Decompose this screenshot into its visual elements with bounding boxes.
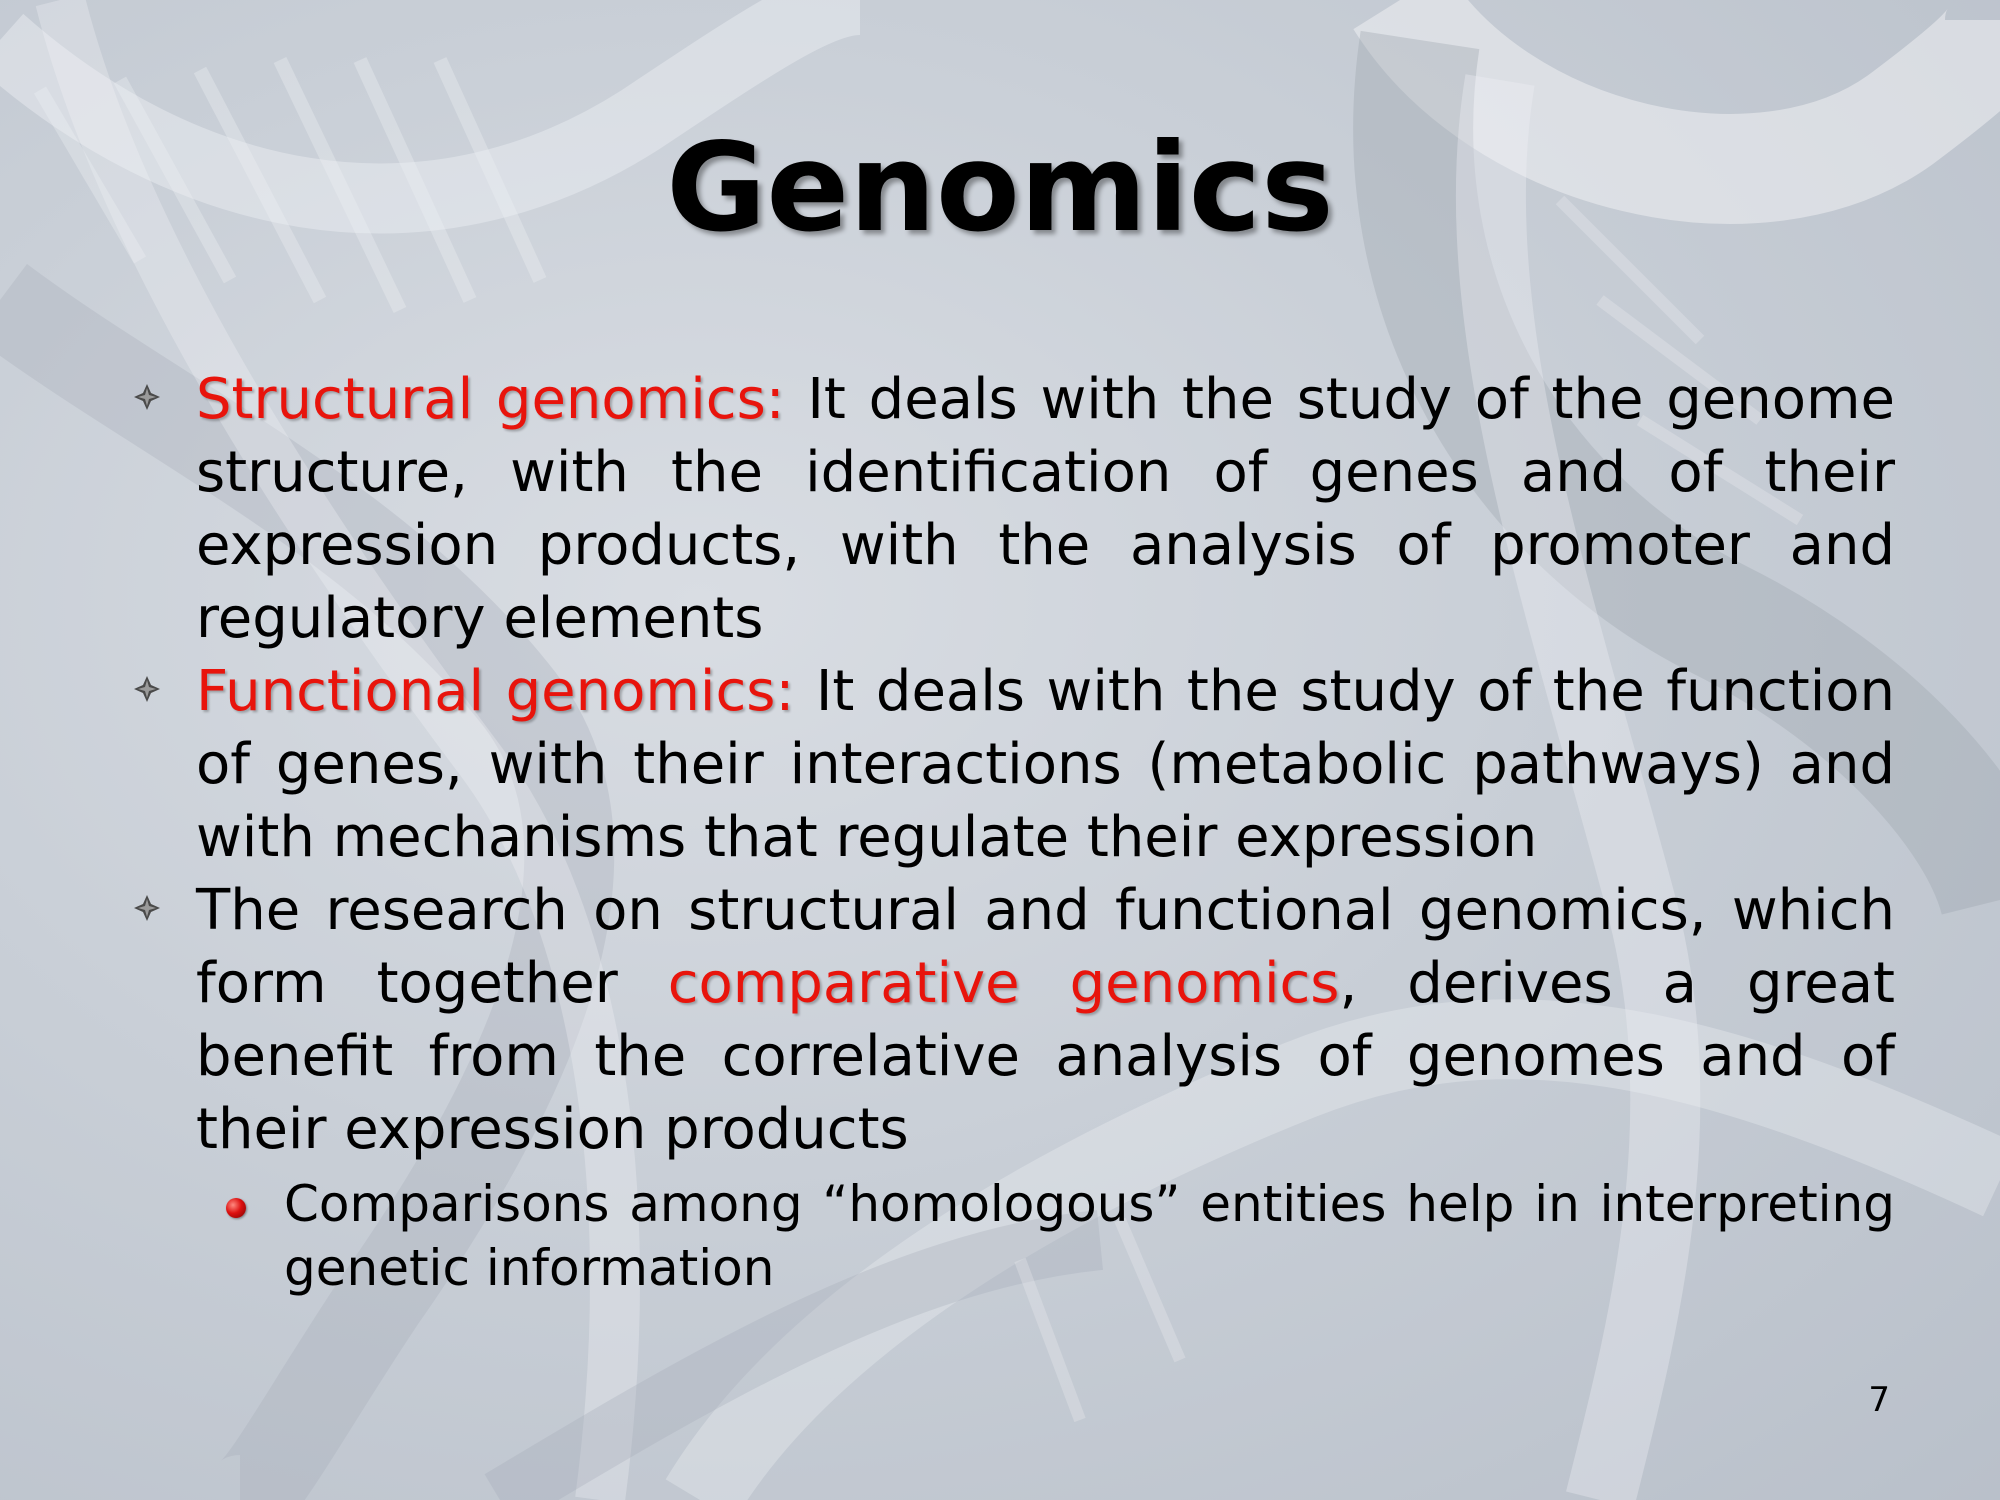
diamond-star-icon xyxy=(134,895,160,921)
bullet-item-structural: Structural genomics: It deals with the s… xyxy=(130,363,1895,655)
sub-bullet-item: Comparisons among “homologous” entities … xyxy=(196,1172,1895,1300)
page-number: 7 xyxy=(1868,1380,1890,1420)
bullet-text: It deals with the study of the genome st… xyxy=(196,367,1895,651)
term-comparative-genomics: comparative genomics xyxy=(667,951,1340,1016)
term-functional-genomics: Functional genomics: xyxy=(196,659,795,724)
bullet-text: It deals with the study of the function … xyxy=(196,659,1896,870)
bullet-item-comparative: The research on structural and functiona… xyxy=(130,874,1895,1166)
bullet-text: The research on structural and functiona… xyxy=(196,878,1895,1016)
bullet-list: Structural genomics: It deals with the s… xyxy=(130,363,1895,1350)
diamond-star-icon xyxy=(134,676,160,702)
term-structural-genomics: Structural genomics: xyxy=(196,367,785,432)
bullet-item-functional: Functional genomics: It deals with the s… xyxy=(130,655,1895,874)
red-ball-icon xyxy=(226,1198,246,1218)
sub-bullet-text: Comparisons among “homologous” entities … xyxy=(284,1175,1895,1297)
bullet-text: , derives a great benefit from the corre… xyxy=(196,951,1896,1162)
diamond-star-icon xyxy=(134,384,160,410)
slide-title: Genomics xyxy=(666,117,1334,259)
